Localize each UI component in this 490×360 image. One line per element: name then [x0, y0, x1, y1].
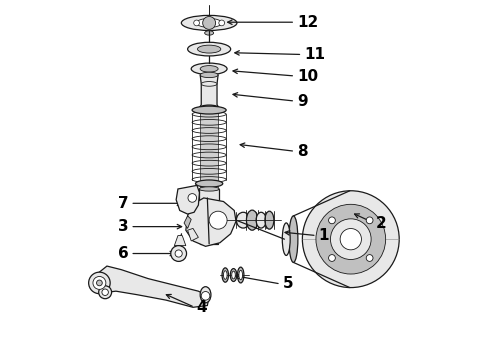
Text: 5: 5 — [283, 276, 294, 292]
Circle shape — [175, 250, 182, 257]
Text: 6: 6 — [118, 246, 128, 261]
Circle shape — [97, 280, 102, 286]
Ellipse shape — [223, 271, 227, 279]
Circle shape — [93, 276, 106, 289]
Polygon shape — [199, 189, 219, 228]
Ellipse shape — [181, 15, 237, 31]
Circle shape — [330, 219, 371, 260]
Ellipse shape — [238, 267, 244, 283]
Ellipse shape — [256, 212, 266, 228]
Polygon shape — [199, 75, 219, 108]
Ellipse shape — [198, 226, 220, 231]
Circle shape — [102, 289, 108, 296]
Polygon shape — [188, 228, 198, 241]
Circle shape — [329, 217, 335, 224]
Polygon shape — [200, 110, 219, 189]
Ellipse shape — [200, 66, 218, 72]
Text: 4: 4 — [196, 300, 207, 315]
Text: 12: 12 — [297, 15, 318, 30]
Circle shape — [98, 286, 112, 299]
Polygon shape — [176, 185, 199, 214]
Ellipse shape — [196, 18, 221, 27]
Ellipse shape — [246, 210, 258, 230]
Ellipse shape — [192, 106, 226, 114]
Circle shape — [171, 246, 187, 261]
Ellipse shape — [282, 223, 290, 256]
Text: 1: 1 — [318, 228, 329, 243]
Circle shape — [201, 292, 210, 300]
Circle shape — [89, 272, 110, 294]
Text: 9: 9 — [297, 94, 308, 109]
Text: 7: 7 — [118, 196, 128, 211]
Ellipse shape — [191, 63, 227, 75]
Ellipse shape — [188, 42, 231, 56]
Circle shape — [316, 204, 386, 274]
Ellipse shape — [239, 270, 243, 280]
Ellipse shape — [201, 82, 217, 86]
Ellipse shape — [197, 45, 221, 53]
Text: 8: 8 — [297, 144, 308, 159]
Ellipse shape — [199, 187, 219, 191]
Circle shape — [201, 222, 217, 238]
Circle shape — [188, 194, 196, 202]
Ellipse shape — [196, 180, 223, 187]
Circle shape — [205, 226, 213, 234]
Circle shape — [329, 255, 335, 261]
Circle shape — [219, 20, 224, 26]
Ellipse shape — [205, 31, 214, 35]
Circle shape — [194, 20, 199, 26]
Text: 2: 2 — [376, 216, 387, 230]
Polygon shape — [95, 266, 209, 307]
Text: 3: 3 — [118, 219, 128, 234]
Circle shape — [340, 229, 362, 250]
Text: 10: 10 — [297, 68, 318, 84]
Ellipse shape — [200, 287, 211, 303]
Ellipse shape — [200, 72, 218, 78]
Circle shape — [302, 191, 399, 288]
Ellipse shape — [236, 212, 250, 228]
Ellipse shape — [222, 268, 228, 282]
Circle shape — [209, 211, 227, 229]
Text: 11: 11 — [304, 47, 325, 62]
Circle shape — [203, 17, 216, 30]
Ellipse shape — [289, 216, 298, 262]
Polygon shape — [174, 235, 186, 246]
Ellipse shape — [265, 211, 274, 229]
Ellipse shape — [199, 105, 219, 112]
Circle shape — [366, 217, 373, 224]
Circle shape — [366, 255, 373, 261]
Polygon shape — [186, 198, 236, 246]
Ellipse shape — [230, 269, 237, 282]
Ellipse shape — [232, 271, 235, 279]
Polygon shape — [184, 216, 191, 228]
